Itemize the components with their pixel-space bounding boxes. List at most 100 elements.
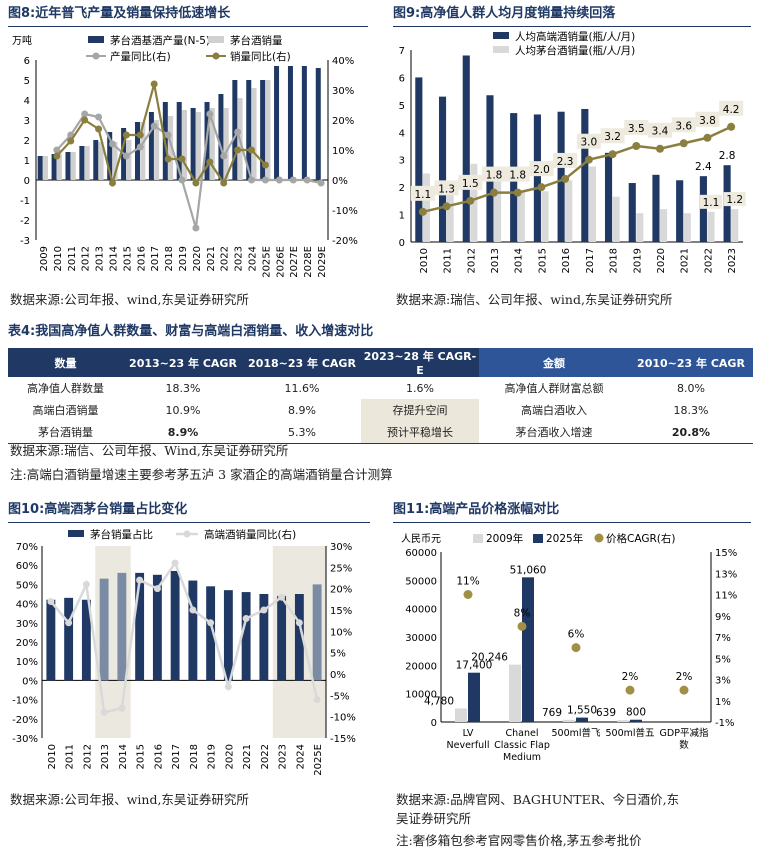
bar: [438, 96, 447, 242]
line-point: [164, 131, 172, 139]
x-tick-label: 2018: [189, 744, 200, 769]
y-tick-label: 0: [399, 238, 405, 249]
line-point: [136, 131, 144, 139]
y2-tick-label: 30%: [330, 542, 352, 553]
line-point: [275, 176, 283, 184]
bar: [731, 209, 739, 242]
table-cell: 18.3%: [673, 403, 709, 417]
y-tick-label: 10%: [16, 657, 38, 668]
fig11-source-1: 数据来源:品牌官网、BAGHUNTER、今日酒价,东: [396, 792, 680, 807]
x-tick-label: LV: [463, 728, 474, 739]
data-label: 3.4: [652, 126, 669, 138]
table4-header: 金额: [479, 348, 629, 377]
table-cell: 高端白酒销量: [32, 404, 99, 417]
line-point: [220, 152, 228, 160]
x-tick-label: 2023: [278, 744, 289, 769]
y-tick-label: 30%: [16, 619, 38, 630]
bar: [223, 108, 229, 180]
x-tick-label: 2022: [703, 248, 714, 273]
data-label-bg: [719, 100, 744, 116]
x-tick-label: 2024: [248, 246, 259, 271]
line-point: [192, 179, 200, 187]
data-label: 2%: [622, 671, 639, 683]
line-point: [189, 606, 197, 614]
legend-swatch: [493, 32, 509, 39]
data-label-bg: [482, 166, 506, 182]
data-label: 8%: [514, 607, 531, 619]
line-point: [220, 179, 228, 187]
line-point: [81, 110, 89, 118]
bar: [206, 586, 216, 681]
line-point: [224, 683, 232, 691]
line-point: [108, 140, 116, 148]
data-label-bg: [699, 194, 722, 209]
y-tick-label: -30%: [12, 734, 38, 745]
y2-tick-label: 0%: [330, 670, 346, 681]
y-axis-unit-label: 人民币元: [401, 533, 441, 545]
line-point: [95, 113, 103, 121]
x-tick-label: 2017: [150, 246, 161, 271]
table-cell: 5.3%: [288, 425, 316, 439]
legend-swatch: [92, 52, 100, 60]
data-label-bg: [576, 133, 601, 149]
bar: [630, 719, 642, 722]
x-tick-label: 2018: [164, 246, 175, 271]
bar: [135, 572, 145, 681]
line-point: [164, 155, 172, 163]
y-tick-label: 20000: [405, 661, 437, 672]
y2-tick-label: 11%: [715, 591, 737, 602]
data-label: 1.5: [462, 178, 479, 190]
bar: [683, 213, 691, 242]
bar: [565, 180, 573, 242]
bar: [699, 176, 707, 242]
y2-tick-label: 30%: [332, 86, 354, 97]
data-label: 3.8: [699, 115, 716, 127]
bar: [140, 122, 146, 180]
fig11-source-2: 吴证券研究所: [396, 811, 472, 826]
table4-header: 2013~23 年 CAGR: [123, 348, 243, 377]
bar: [218, 94, 224, 180]
bar: [99, 578, 109, 681]
x-tick-label: 2013: [490, 248, 501, 273]
x-tick-label: GDP平减指: [660, 727, 709, 739]
data-label-bg: [624, 120, 649, 135]
bar: [462, 55, 470, 242]
data-label: 2.3: [557, 156, 574, 168]
bar: [617, 720, 629, 722]
x-tick-label: Classic Flap: [494, 740, 550, 751]
bar: [533, 114, 541, 242]
fig9-chart: 0 1 2 3 4 5 6 7 1.1 1.3 1.5 1.8 1.8 2.0 2.3 3.0 3.2 3.5 3.…: [399, 30, 746, 273]
x-tick-label: 2010: [419, 248, 430, 273]
bar: [65, 152, 71, 180]
data-label: 1.8: [509, 170, 526, 182]
bar: [676, 180, 684, 242]
data-label: 17,400: [456, 660, 493, 672]
line-point: [561, 174, 570, 183]
x-tick-label: 2021: [242, 744, 253, 769]
x-tick-label: 2023: [727, 248, 738, 273]
bar: [315, 68, 321, 180]
table-cell: 高净值人群数量: [27, 382, 104, 395]
line-point: [82, 580, 90, 588]
series-line: [56, 83, 267, 188]
data-label-bg: [695, 111, 720, 127]
bar: [265, 80, 271, 180]
line-point: [122, 152, 130, 160]
bar: [301, 66, 307, 180]
x-tick-label: 2010: [47, 744, 58, 769]
line-point: [418, 207, 427, 216]
bar: [135, 122, 141, 180]
line-point: [150, 122, 158, 130]
y-tick-label: 40000: [405, 605, 437, 616]
x-tick-label: 500ml普飞: [551, 727, 601, 739]
table-cell: 11.6%: [284, 381, 320, 395]
line-point: [118, 704, 126, 712]
bar: [446, 184, 454, 242]
y2-tick-label: 3%: [715, 676, 731, 687]
bar: [42, 156, 48, 180]
x-tick-label: 2028E: [303, 246, 314, 278]
y-tick-label: 1: [24, 156, 30, 167]
line-point: [67, 137, 75, 145]
y2-tick-label: 9%: [715, 612, 731, 623]
x-tick-label: 2012: [466, 248, 477, 273]
